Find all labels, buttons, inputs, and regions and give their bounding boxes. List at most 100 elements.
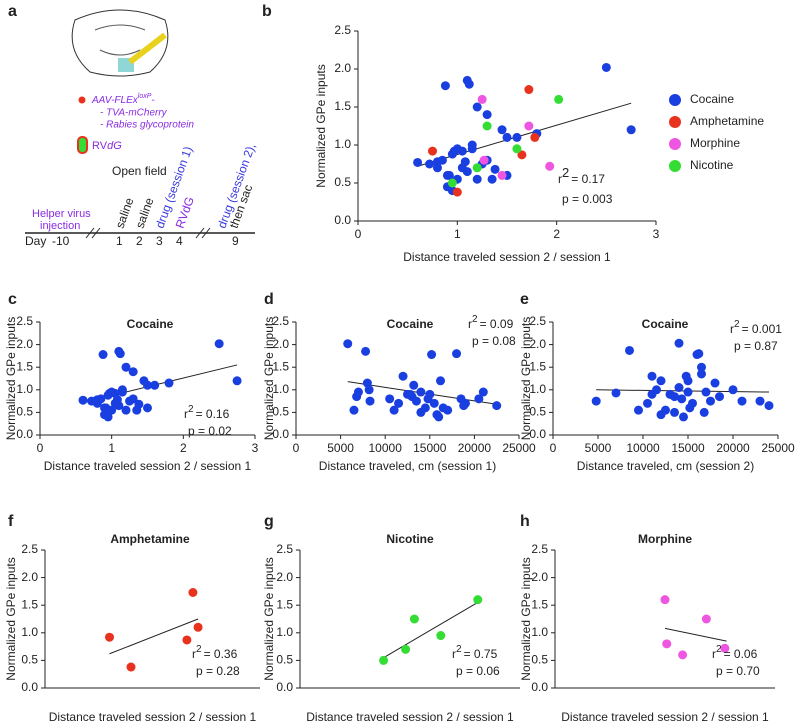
- day-number: 2: [136, 234, 143, 248]
- point: [715, 392, 724, 402]
- point: [361, 346, 371, 356]
- y-tick-label: 0.5: [272, 405, 289, 419]
- point: [434, 412, 444, 422]
- point: [413, 157, 423, 167]
- point: [492, 401, 502, 411]
- point: [379, 655, 389, 665]
- point: [728, 385, 738, 395]
- x-tick-label: 0: [37, 441, 44, 455]
- point: [182, 635, 192, 645]
- point: [442, 170, 452, 180]
- point: [652, 385, 661, 395]
- point: [385, 394, 395, 404]
- point: [472, 163, 482, 173]
- y-tick-label: 2.0: [531, 570, 548, 584]
- stat-r: r: [192, 647, 196, 661]
- y-tick-label: 1.0: [21, 625, 38, 639]
- point: [427, 350, 437, 360]
- stat-r2: r2 = 0.36: [192, 644, 238, 662]
- point: [150, 380, 160, 390]
- point: [517, 150, 527, 160]
- y-axis-title: Normalized GPe inputs: [262, 557, 276, 680]
- point: [701, 387, 711, 397]
- x-tick-label: 25000: [761, 441, 795, 455]
- stat-r2-value: = 0.36: [204, 647, 238, 661]
- panel-label: h: [520, 513, 530, 530]
- x-tick-label: 3: [653, 227, 660, 241]
- y-tick-label: 0.5: [16, 405, 33, 419]
- stat-r2-value: = 0.06: [724, 647, 758, 661]
- y-tick-label: 0.0: [529, 427, 546, 441]
- point: [656, 410, 666, 420]
- y-tick-label: 2.0: [334, 61, 351, 75]
- y-axis-title: Normalized GPe inputs: [519, 317, 533, 440]
- helper: injection: [40, 220, 80, 232]
- point: [214, 339, 224, 349]
- point: [512, 132, 522, 142]
- chart-title: Cocaine: [642, 317, 689, 331]
- point: [423, 394, 433, 404]
- y-tick-label: 0.5: [276, 653, 293, 667]
- point: [683, 376, 693, 386]
- x-tick-label: 1: [454, 227, 461, 241]
- point: [416, 387, 426, 397]
- point: [436, 631, 446, 641]
- x-tick-label: 25000: [502, 441, 536, 455]
- x-tick-label: 20000: [458, 441, 492, 455]
- y-tick-label: 1.0: [531, 625, 548, 639]
- rabies: - Rabies glycoprotein: [100, 120, 194, 131]
- point: [420, 403, 430, 413]
- point: [232, 376, 242, 386]
- stat-r2: r2 = 0.75: [452, 644, 498, 662]
- stat-p: p = 0.003: [562, 192, 613, 206]
- legend-marker: [669, 116, 681, 128]
- chart-title: Morphine: [638, 532, 692, 546]
- x-tick-label: 3: [252, 441, 259, 455]
- point: [474, 394, 484, 404]
- point: [425, 159, 435, 169]
- y-tick-label: 0.5: [334, 175, 351, 189]
- brain-outline: [71, 9, 169, 77]
- point: [126, 662, 136, 672]
- rv-sub: dG: [107, 140, 122, 152]
- point: [706, 396, 715, 406]
- point: [472, 102, 482, 112]
- chart-panel: h Morphine 0.0 0.5 1.0 1.5 2.0 2.5 Distance trav…: [519, 513, 775, 724]
- y-tick-label: 0.5: [21, 653, 38, 667]
- panel-label: d: [264, 291, 274, 308]
- x-axis-title: Distance traveled session 2 / session 1: [561, 710, 769, 724]
- stat-sup: 2: [472, 314, 478, 325]
- point: [626, 125, 636, 135]
- y-tick-label: 0.0: [276, 680, 293, 694]
- stat-p: p = 0.87: [734, 339, 778, 353]
- point: [452, 187, 462, 197]
- y-axis-title: Normalized GPe inputs: [4, 317, 18, 440]
- point: [611, 388, 621, 398]
- point: [674, 338, 684, 348]
- stat-r: r: [558, 172, 562, 186]
- point: [482, 121, 492, 131]
- y-tick-label: 2.0: [272, 337, 289, 351]
- x-tick-label: 10000: [369, 441, 403, 455]
- stat-r2: r2 = 0.06: [712, 644, 758, 662]
- panel-label: c: [8, 291, 17, 308]
- x-tick-label: 10000: [626, 441, 660, 455]
- point: [389, 405, 399, 415]
- y-tick-label: 1.5: [272, 359, 289, 373]
- point: [401, 644, 411, 654]
- point: [114, 401, 124, 411]
- point: [460, 157, 470, 167]
- y-tick-label: 0.5: [531, 653, 548, 667]
- point: [92, 395, 102, 405]
- point: [100, 403, 109, 413]
- point: [107, 405, 117, 415]
- chart-panel: g Nicotine 0.0 0.5 1.0 1.5 2.0 2.5 Distance trav…: [262, 513, 520, 724]
- point: [128, 394, 138, 404]
- point: [98, 350, 108, 360]
- point: [394, 398, 404, 408]
- y-tick-label: 2.0: [276, 570, 293, 584]
- point: [524, 121, 534, 131]
- point: [365, 396, 375, 406]
- y-axis-title: Normalized GPe inputs: [262, 317, 276, 440]
- stat-sup: 2: [562, 165, 569, 180]
